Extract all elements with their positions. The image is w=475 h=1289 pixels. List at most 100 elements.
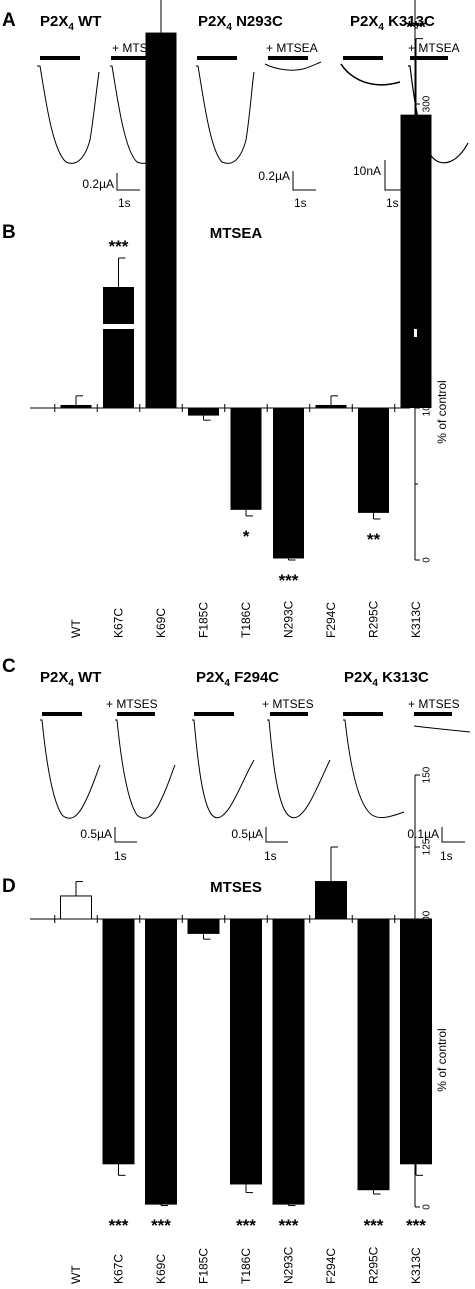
y-tick-label: 50 — [422, 1057, 433, 1069]
scale-bar — [265, 827, 288, 843]
bar-k67c — [103, 287, 134, 408]
category-label: K67C — [112, 608, 126, 638]
y-tick-label: 0 — [422, 557, 433, 563]
scale-bar — [114, 827, 137, 843]
scale-y-label: 0.2µA — [258, 169, 290, 183]
application-bar — [117, 712, 155, 716]
current-trace — [196, 65, 255, 164]
application-bar — [410, 56, 448, 60]
y-tick-label: 300 — [422, 95, 433, 112]
axis-break-gap — [101, 324, 136, 329]
category-label: K69C — [154, 1254, 168, 1284]
scale-bar — [384, 160, 407, 191]
panel-c-title-2: P2X4 F294C — [196, 669, 279, 689]
scale-x-label: 1s — [118, 196, 131, 210]
category-label: F294C — [324, 602, 338, 638]
panel-a-treatment-3: + MTSEA — [408, 41, 460, 55]
significance-label: *** — [109, 237, 129, 256]
current-trace — [413, 725, 471, 733]
bar-wt — [60, 895, 92, 920]
panel-a-title-1: P2X4 WT — [40, 13, 101, 33]
application-bar — [197, 56, 237, 60]
category-label: R295C — [367, 600, 381, 638]
scale-y-label: 0.5µA — [231, 827, 263, 841]
current-trace — [40, 719, 101, 819]
scale-bar — [292, 171, 316, 191]
application-bar — [270, 712, 308, 716]
scale-bar — [441, 827, 465, 843]
current-trace — [264, 61, 322, 71]
category-label: WT — [69, 619, 83, 638]
category-label: R295C — [367, 1246, 381, 1284]
significance-label: *** — [236, 1216, 256, 1235]
significance-label: *** — [406, 1216, 426, 1235]
category-label: F294C — [324, 1248, 338, 1284]
bar-k313c — [400, 114, 432, 408]
category-label: K313C — [409, 1247, 423, 1284]
significance-label: *** — [151, 1216, 171, 1235]
significance-label: *** — [279, 571, 299, 590]
category-label: T186C — [239, 602, 253, 638]
scale-y-label: 10nA — [353, 164, 381, 178]
category-label: F185C — [197, 602, 211, 638]
scale-y-label: 0.5µA — [80, 827, 112, 841]
category-label: N293C — [282, 600, 296, 638]
scale-x-label: 1s — [114, 849, 127, 863]
bar-n293c — [272, 918, 305, 1205]
bar-k69c — [145, 32, 177, 409]
panel-d: D MTSES WT *** K67C *** K69C F185C *** T186C ***… — [2, 766, 449, 1284]
bar-f294c — [315, 404, 347, 408]
panel-d-label: D — [2, 876, 16, 897]
category-label: T186C — [239, 1248, 253, 1284]
panel-a-treatment-2: + MTSEA — [266, 41, 318, 55]
category-label: K313C — [409, 601, 423, 638]
panel-a-label: A — [2, 10, 16, 31]
panel-c-treatment-3: + MTSES — [408, 697, 460, 711]
significance-label: *** — [279, 1216, 299, 1235]
panel-c-treatment-2: + MTSES — [262, 697, 314, 711]
panel-c: C P2X4 WT P2X4 F294C P2X4 K313C + MTSES … — [2, 656, 471, 863]
panel-c-treatment-1: + MTSES — [106, 697, 158, 711]
chart-title: MTSES — [210, 879, 262, 896]
significance-label: *** — [406, 18, 426, 37]
y-tick-label: 100 — [422, 910, 433, 927]
bar-f185c — [188, 408, 219, 416]
significance-label: *** — [364, 1216, 384, 1235]
y-tick-label: 25 — [422, 1129, 433, 1141]
bar-f185c — [187, 918, 220, 934]
application-bar — [111, 56, 149, 60]
application-bar — [268, 56, 308, 60]
current-trace — [343, 719, 405, 819]
application-bar — [343, 712, 383, 716]
y-tick-label: 75 — [422, 985, 433, 997]
bar-k67c — [102, 918, 135, 1165]
application-bar — [343, 56, 383, 60]
bar-k69c — [145, 918, 177, 1205]
bar-f294c — [315, 881, 347, 920]
panel-c-title-3: P2X4 K313C — [344, 669, 429, 689]
panel-a: A P2X4 WT P2X4 N293C P2X4 K313C + MTSEA … — [2, 10, 469, 210]
panel-b: B MTSEA WT *** K67C *** K69C F185C * T186C *** N2… — [2, 0, 449, 638]
current-trace — [192, 719, 255, 819]
category-label: K69C — [154, 608, 168, 638]
application-bar — [414, 712, 452, 716]
bar-t186c — [230, 408, 262, 510]
significance-label: *** — [109, 1216, 129, 1235]
application-bar — [42, 712, 82, 716]
category-label: K67C — [112, 1254, 126, 1284]
axis-break-gap — [414, 329, 417, 337]
bar-n293c — [273, 408, 304, 559]
y-tick-label: 0 — [422, 1204, 433, 1210]
bar-r295c — [358, 408, 389, 513]
chart-title: MTSEA — [210, 225, 263, 242]
category-label: WT — [69, 1265, 83, 1284]
significance-label: ** — [367, 530, 381, 549]
y-axis-label: % of control — [435, 1028, 449, 1091]
bar-wt — [60, 404, 92, 408]
significance-label: * — [243, 527, 250, 546]
scale-x-label: 1s — [294, 196, 307, 210]
y-tick-label: 1500 — [422, 295, 433, 318]
scale-x-label: 1s — [386, 196, 399, 210]
bar-r295c — [357, 918, 390, 1191]
